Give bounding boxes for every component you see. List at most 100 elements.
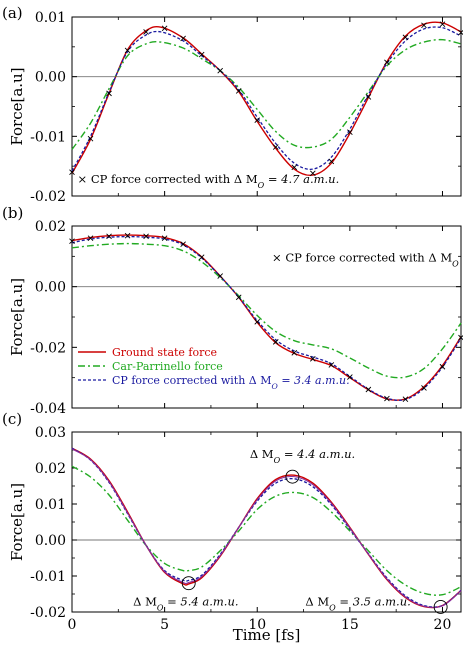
- annotation: Δ MO = 4.4 a.m.u.: [250, 447, 355, 465]
- legend-entry-text: CP force corrected with Δ M: [112, 374, 272, 387]
- cross-marker: [217, 67, 224, 74]
- panel-b: 0.02 0.00 -0.02 -0.04 Force[a.u] (b) × CP forc…: [2, 204, 463, 417]
- annotation-tail: = 5.4 a.m.u.: [163, 595, 238, 609]
- cross-marker: [347, 129, 353, 135]
- cross-marker: [87, 235, 94, 241]
- cross-marker: [272, 144, 279, 150]
- cross-marker: [69, 169, 75, 175]
- annotation-text: Δ M: [305, 595, 329, 609]
- cross-marker: [309, 356, 316, 362]
- legend-entry-text: Ground state force: [112, 346, 217, 359]
- annotation-text: × CP force corrected with Δ M: [78, 172, 258, 186]
- highlight-circle: [285, 469, 300, 484]
- cross-marker: [328, 158, 335, 165]
- cross-marker: [421, 22, 427, 29]
- cross-marker: [291, 164, 298, 171]
- x-axis-label: Time [fs]: [233, 626, 301, 644]
- legend-entry-tail: = 3.4 a.m.u.: [278, 374, 350, 387]
- cross-marker: [235, 88, 242, 94]
- cross-marker: [402, 396, 409, 403]
- cross-marker: [106, 90, 112, 97]
- legend-entry-sub: O: [272, 382, 279, 391]
- cross-marker: [254, 319, 261, 325]
- cross-marker: [161, 235, 168, 241]
- y-tick-label: -0.02: [30, 605, 66, 621]
- cross-marker: [421, 385, 427, 391]
- legend-entry-text: Car-Parrinello force: [112, 360, 223, 373]
- legend-entry: Car-Parrinello force: [112, 360, 223, 373]
- annotation-sub: O: [452, 259, 459, 268]
- x-tick-label: 15: [341, 617, 359, 633]
- cross-marker: [309, 170, 316, 177]
- annotation: × CP force corrected with Δ MO = 2.7 a.m…: [272, 250, 463, 268]
- panel-c: 0.03 0.02 0.01 0.00 -0.01 -0.020 5 10 15 20 Force[…: [2, 410, 462, 644]
- panel-label: (b): [2, 204, 23, 222]
- cross-marker: [347, 374, 353, 380]
- legend-entry: Ground state force: [112, 346, 217, 359]
- highlight-circle: [181, 576, 196, 591]
- series-line-carparrinello: [71, 38, 462, 150]
- series-line-corrected: [71, 26, 462, 172]
- cross-marker: [180, 241, 186, 248]
- annotation: Δ MO = 5.4 a.m.u.: [133, 595, 238, 613]
- cross-marker: [439, 363, 446, 370]
- series-line-corrected: [71, 235, 462, 401]
- annotation-tail: = 3.5 a.m.u.: [336, 595, 411, 609]
- legend-entry: CP force corrected with Δ MO = 3.4 a.m.u…: [112, 374, 350, 391]
- cross-marker: [384, 59, 390, 66]
- cross-marker: [235, 294, 242, 301]
- cross-marker: [69, 238, 75, 244]
- cross-marker: [106, 233, 112, 240]
- cross-marker: [217, 273, 224, 279]
- cross-marker: [328, 362, 335, 368]
- cross-marker: [143, 29, 149, 35]
- y-tick-label: -0.02: [30, 340, 66, 356]
- cross-marker: [254, 117, 261, 124]
- annotation-text: Δ M: [133, 595, 157, 609]
- y-tick-label: 0.00: [35, 70, 66, 86]
- cross-marker: [291, 349, 298, 356]
- y-tick-label: 0.01: [35, 497, 66, 513]
- annotation-sub: O: [329, 603, 336, 612]
- panel-a: 0.01 0.00 -0.01 -0.02 Force[a.u] (a) × CP forc…: [2, 4, 463, 205]
- series-line-ground: [71, 21, 462, 177]
- cross-marker: [180, 35, 186, 42]
- cross-marker: [402, 34, 409, 41]
- cross-marker: [198, 254, 205, 261]
- y-tick-label: 0.01: [35, 10, 66, 26]
- annotation-sub: O: [274, 455, 281, 464]
- y-tick-label: 0.02: [35, 461, 66, 477]
- y-tick-label: -0.01: [30, 129, 66, 145]
- annotation-tail: = 2.7 a.m.u.: [459, 250, 463, 264]
- annotation: × CP force corrected with Δ MO = 4.7 a.m…: [78, 172, 340, 190]
- y-tick-label: -0.01: [30, 569, 66, 585]
- cross-marker: [439, 21, 446, 27]
- panel-label: (c): [2, 410, 22, 428]
- x-tick-label: 20: [434, 617, 452, 633]
- annotation: Δ MO = 3.5 a.m.u.: [305, 595, 410, 613]
- cross-marker: [124, 47, 131, 54]
- cross-marker: [143, 233, 149, 240]
- series-line-corrected: [71, 447, 462, 608]
- cross-marker: [198, 51, 205, 58]
- cross-marker: [87, 135, 94, 142]
- y-axis-label: Force[a.u]: [8, 483, 26, 561]
- y-tick-label: -0.02: [30, 189, 66, 205]
- series-line-carparrinello: [71, 242, 462, 379]
- annotation-tail: = 4.7 a.m.u.: [264, 172, 339, 186]
- plot-frame: [71, 16, 462, 197]
- series-line-purple: [71, 448, 462, 609]
- y-tick-label: -0.04: [30, 401, 66, 417]
- y-tick-label: 0.03: [35, 425, 66, 441]
- panel-label: (a): [2, 4, 23, 22]
- y-tick-label: 0.00: [35, 533, 66, 549]
- x-tick-label: 10: [248, 617, 266, 633]
- series-line-carparrinello: [71, 465, 462, 596]
- annotation-sub: O: [258, 180, 265, 189]
- annotation-text: × CP force corrected with Δ M: [272, 250, 452, 264]
- cross-marker: [365, 386, 372, 393]
- x-tick-label: 0: [68, 617, 77, 633]
- cross-marker: [161, 25, 168, 32]
- annotation-text: Δ M: [250, 447, 274, 461]
